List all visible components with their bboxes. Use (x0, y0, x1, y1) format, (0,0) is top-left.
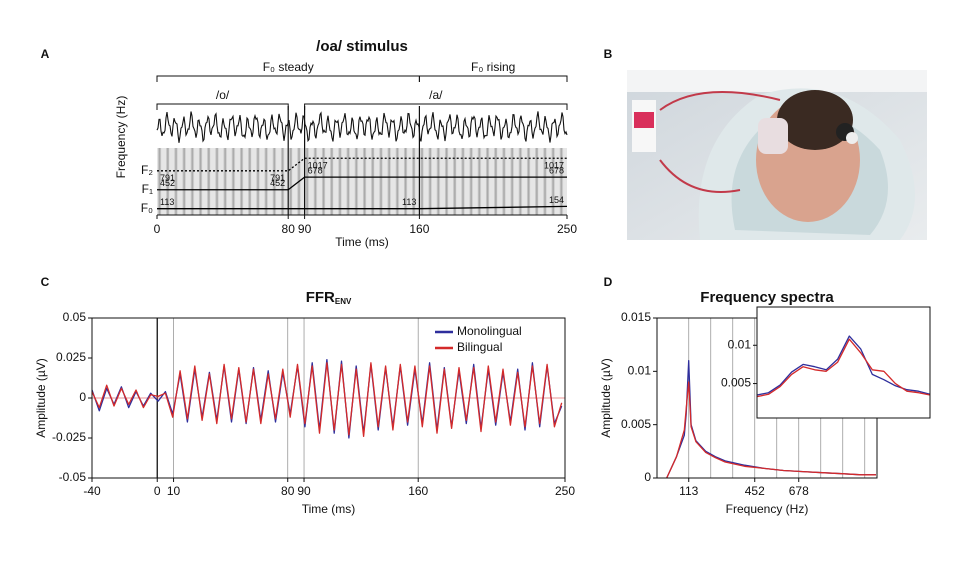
y-axis-label: Amplitude (µV) (34, 358, 48, 438)
y-tick-label: 0.005 (721, 376, 751, 390)
y-tick-label: 0.01 (728, 337, 752, 351)
x-axis-label: Frequency (Hz) (726, 502, 809, 516)
x-tick-label: 452 (745, 484, 765, 498)
value-label: 791 (160, 173, 175, 183)
value-label: 113 (402, 197, 416, 207)
x-tick-label: -40 (83, 484, 101, 498)
y-tick-label: 0.025 (56, 350, 86, 364)
y-tick-label: 0.005 (621, 417, 651, 431)
x-tick-label: 250 (557, 222, 577, 236)
formant-name: F₁ (142, 182, 153, 196)
chart-title: Frequency spectra (700, 289, 834, 306)
value-label: 154 (549, 195, 564, 205)
formant-name: F₂ (141, 163, 153, 177)
value-label: 791 (270, 173, 285, 183)
plot-area (757, 307, 930, 418)
photo (627, 70, 927, 240)
legend-label: Monolingual (457, 324, 522, 338)
value-label: 1017 (544, 161, 564, 171)
spectrogram (157, 148, 567, 215)
y-tick-label: 0.015 (621, 310, 651, 324)
bracket (156, 75, 420, 82)
x-tick-label: 0 (154, 484, 161, 498)
x-tick-label: 160 (409, 222, 429, 236)
series-line (666, 381, 876, 479)
y-tick-label: 0.05 (63, 310, 87, 324)
value-label: 113 (160, 197, 174, 207)
value-label: 1017 (308, 161, 328, 171)
x-tick-label: 0 (154, 222, 161, 236)
y-tick-label: 0 (644, 470, 651, 484)
formant-line (157, 176, 567, 191)
panel-label: B (604, 47, 613, 61)
y-tick-label: -0.025 (52, 430, 86, 444)
value-label: 452 (160, 178, 175, 188)
value-label: 678 (549, 166, 564, 176)
y-tick-label: 0.01 (628, 364, 652, 378)
chart-title: /oa/ stimulus (316, 38, 408, 55)
stimulus-waveform (156, 111, 568, 143)
series-line (756, 338, 931, 398)
x-tick-label: 160 (408, 484, 428, 498)
plot-frame (91, 317, 566, 479)
bracket-label: F₀ steady (263, 60, 314, 74)
bracket-label: F₀ rising (471, 60, 515, 74)
plot-frame (756, 306, 931, 419)
x-tick-label: 90 (298, 222, 312, 236)
y-axis-label: Frequency (Hz) (114, 96, 128, 179)
x-axis-label: Time (ms) (335, 235, 389, 249)
x-tick-label: 90 (297, 484, 311, 498)
series-line (91, 362, 563, 438)
bracket (418, 75, 568, 82)
y-axis-label: Amplitude (µV) (599, 358, 613, 438)
formant-name: F₀ (141, 201, 153, 215)
x-tick-label: 250 (555, 484, 575, 498)
x-tick-label: 80 (281, 484, 295, 498)
chart-title-subscript: ENV (335, 297, 352, 306)
x-tick-label: 80 (282, 222, 296, 236)
segment-label: /o/ (216, 88, 230, 102)
formant-line (157, 157, 567, 172)
formant-line (157, 205, 568, 210)
x-axis-label: Time (ms) (302, 502, 356, 516)
segment-label: /a/ (429, 88, 443, 102)
y-tick-label: -0.05 (59, 470, 87, 484)
y-tick-label: 0 (79, 390, 86, 404)
x-tick-label: 113 (679, 484, 698, 498)
x-tick-label: 10 (167, 484, 181, 498)
panel-label: A (41, 47, 50, 61)
segment-bracket (304, 103, 568, 110)
panel-label: C (41, 275, 50, 289)
value-label: 678 (308, 166, 323, 176)
panel-label: D (604, 275, 613, 289)
chart-title: FFRENV (306, 289, 352, 306)
x-tick-label: 678 (789, 484, 809, 498)
legend-label: Bilingual (457, 340, 502, 354)
segment-bracket (156, 103, 289, 110)
value-label: 452 (270, 178, 285, 188)
